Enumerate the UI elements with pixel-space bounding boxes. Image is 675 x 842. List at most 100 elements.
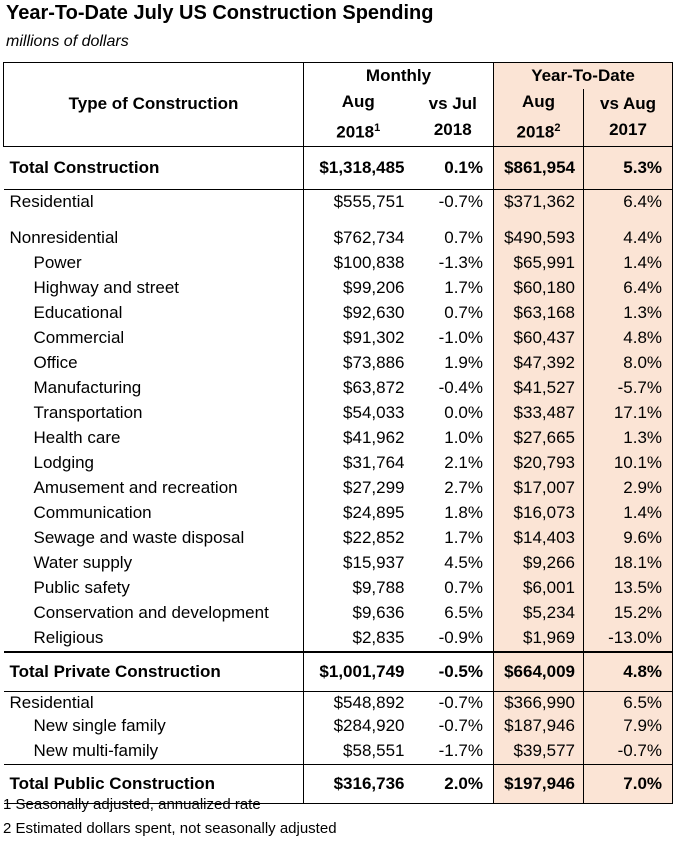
cell: 2.9% [582, 475, 674, 501]
cell: $2,835 [303, 625, 413, 652]
header-line: 2018 [433, 120, 472, 140]
cell: 13.5% [582, 575, 674, 601]
row-label: Lodging [33, 453, 95, 473]
row-label: Total Public Construction [3, 763, 304, 804]
table-row: Commercial $91,302 -1.0% $60,437 4.8% [4, 325, 674, 351]
cell: $41,527 [493, 375, 584, 401]
cell: $490,593 [493, 213, 584, 251]
row-label: Office [33, 353, 78, 373]
row-label: Amusement and recreation [33, 478, 238, 498]
row-label: Power [33, 253, 82, 273]
cell: 6.5% [444, 603, 483, 623]
cell: -0.4% [438, 378, 483, 398]
cell: $60,180 [493, 275, 584, 301]
cell: -0.7% [582, 738, 674, 765]
cell: $1,969 [493, 625, 584, 652]
table-row: Transportation $54,033 0.0% $33,487 17.1% [4, 400, 674, 426]
header-line: Aug [341, 92, 375, 111]
cell: $762,734 [303, 213, 413, 251]
cell: 0.7% [444, 303, 483, 323]
row-label: Religious [33, 628, 104, 648]
cell: -1.0% [438, 328, 483, 348]
table-row: Total Construction $1,318,485 0.1% $861,954… [3, 145, 674, 190]
row-label: Sewage and waste disposal [33, 528, 245, 548]
cell: 2.7% [444, 478, 483, 498]
cell: $58,551 [303, 738, 413, 765]
header-line: vs Aug [599, 94, 657, 114]
cell: 17.1% [582, 400, 674, 426]
cell: -0.7% [438, 716, 483, 736]
cell: -0.5% [412, 650, 494, 692]
cell: $27,299 [303, 475, 413, 501]
column-header: vs Jul 2018 [413, 89, 494, 146]
cell: 4.4% [582, 213, 674, 251]
subtitle: millions of dollars [6, 33, 129, 50]
row-label: Educational [33, 303, 123, 323]
cell: $366,990 [493, 691, 584, 714]
table-row: New multi-family $58,551 -1.7% $39,577 -0.7% [4, 738, 674, 765]
title: Year-To-Date July US Construction Spendi… [6, 2, 434, 24]
cell: $60,437 [493, 325, 584, 351]
row-label: Water supply [33, 553, 133, 573]
cell: $99,206 [303, 275, 413, 301]
row-label: New multi-family [33, 741, 159, 761]
cell: $14,403 [493, 525, 584, 551]
cell: -0.7% [438, 191, 483, 211]
row-label: Residential [9, 692, 94, 712]
cell: 6.5% [582, 691, 674, 714]
cell: 7.0% [582, 763, 674, 804]
cell: $6,001 [493, 575, 584, 601]
cell: $197,946 [493, 763, 584, 804]
table-row: Power $100,838 -1.3% $65,991 1.4% [4, 250, 674, 276]
cell: $20,793 [493, 450, 584, 476]
column-header: vs Aug 2017 [582, 89, 674, 147]
cell: $9,266 [493, 550, 584, 576]
row-label: Total Construction [3, 145, 304, 190]
cell: 1.4% [582, 250, 674, 276]
cell: 9.6% [582, 525, 674, 551]
cell: -1.7% [438, 741, 483, 761]
cell: 5.3% [582, 145, 674, 190]
header-line: 2017 [609, 120, 647, 140]
row-label: Commercial [33, 328, 125, 348]
cell: $31,764 [303, 450, 413, 476]
cell: 1.3% [582, 425, 674, 451]
header-line: 2018 [336, 122, 375, 142]
cell: $9,636 [303, 600, 413, 626]
cell: 1.7% [444, 278, 483, 298]
cell: 1.4% [582, 500, 674, 526]
table-row: Public safety $9,788 0.7% $6,001 13.5% [4, 575, 674, 601]
table-row: Nonresidential $762,734 0.7% $490,593 4.4% [4, 213, 674, 251]
table-row: Highway and street $99,206 1.7% $60,180 6.4% [4, 275, 674, 301]
table-row: New single family $284,920 -0.7% $187,946 7.… [4, 713, 674, 739]
cell: -0.9% [438, 628, 483, 648]
cell: $27,665 [493, 425, 584, 451]
table-row: Office $73,886 1.9% $47,392 8.0% [4, 350, 674, 376]
cell: $5,234 [493, 600, 584, 626]
footnote: 2 Estimated dollars spent, not seasonall… [3, 820, 337, 837]
cell: $664,009 [493, 650, 584, 692]
spending-table: Type of Construction Monthly Year-To-Dat… [3, 62, 674, 804]
cell: $24,895 [303, 500, 413, 526]
cell: 0.1% [412, 145, 494, 190]
label-header: Type of Construction [3, 62, 304, 147]
cell: $284,920 [303, 713, 413, 739]
cell: $47,392 [493, 350, 584, 376]
cell: $65,991 [493, 250, 584, 276]
row-label: Transportation [33, 403, 143, 423]
table-row: Health care $41,962 1.0% $27,665 1.3% [4, 425, 674, 451]
cell: 7.9% [582, 713, 674, 739]
table-row: Sewage and waste disposal $22,852 1.7% $14,… [4, 525, 674, 551]
cell: $316,736 [303, 763, 413, 804]
cell: 0.7% [444, 227, 483, 247]
row-label: Communication [33, 503, 152, 523]
cell: 1.0% [444, 428, 483, 448]
cell: $9,788 [303, 575, 413, 601]
table-row: Communication $24,895 1.8% $16,073 1.4% [4, 500, 674, 526]
cell: 1.3% [582, 300, 674, 326]
cell: $15,937 [303, 550, 413, 576]
cell: $73,886 [303, 350, 413, 376]
footnote-marker: 2 [554, 122, 561, 134]
table-row: Educational $92,630 0.7% $63,168 1.3% [4, 300, 674, 326]
